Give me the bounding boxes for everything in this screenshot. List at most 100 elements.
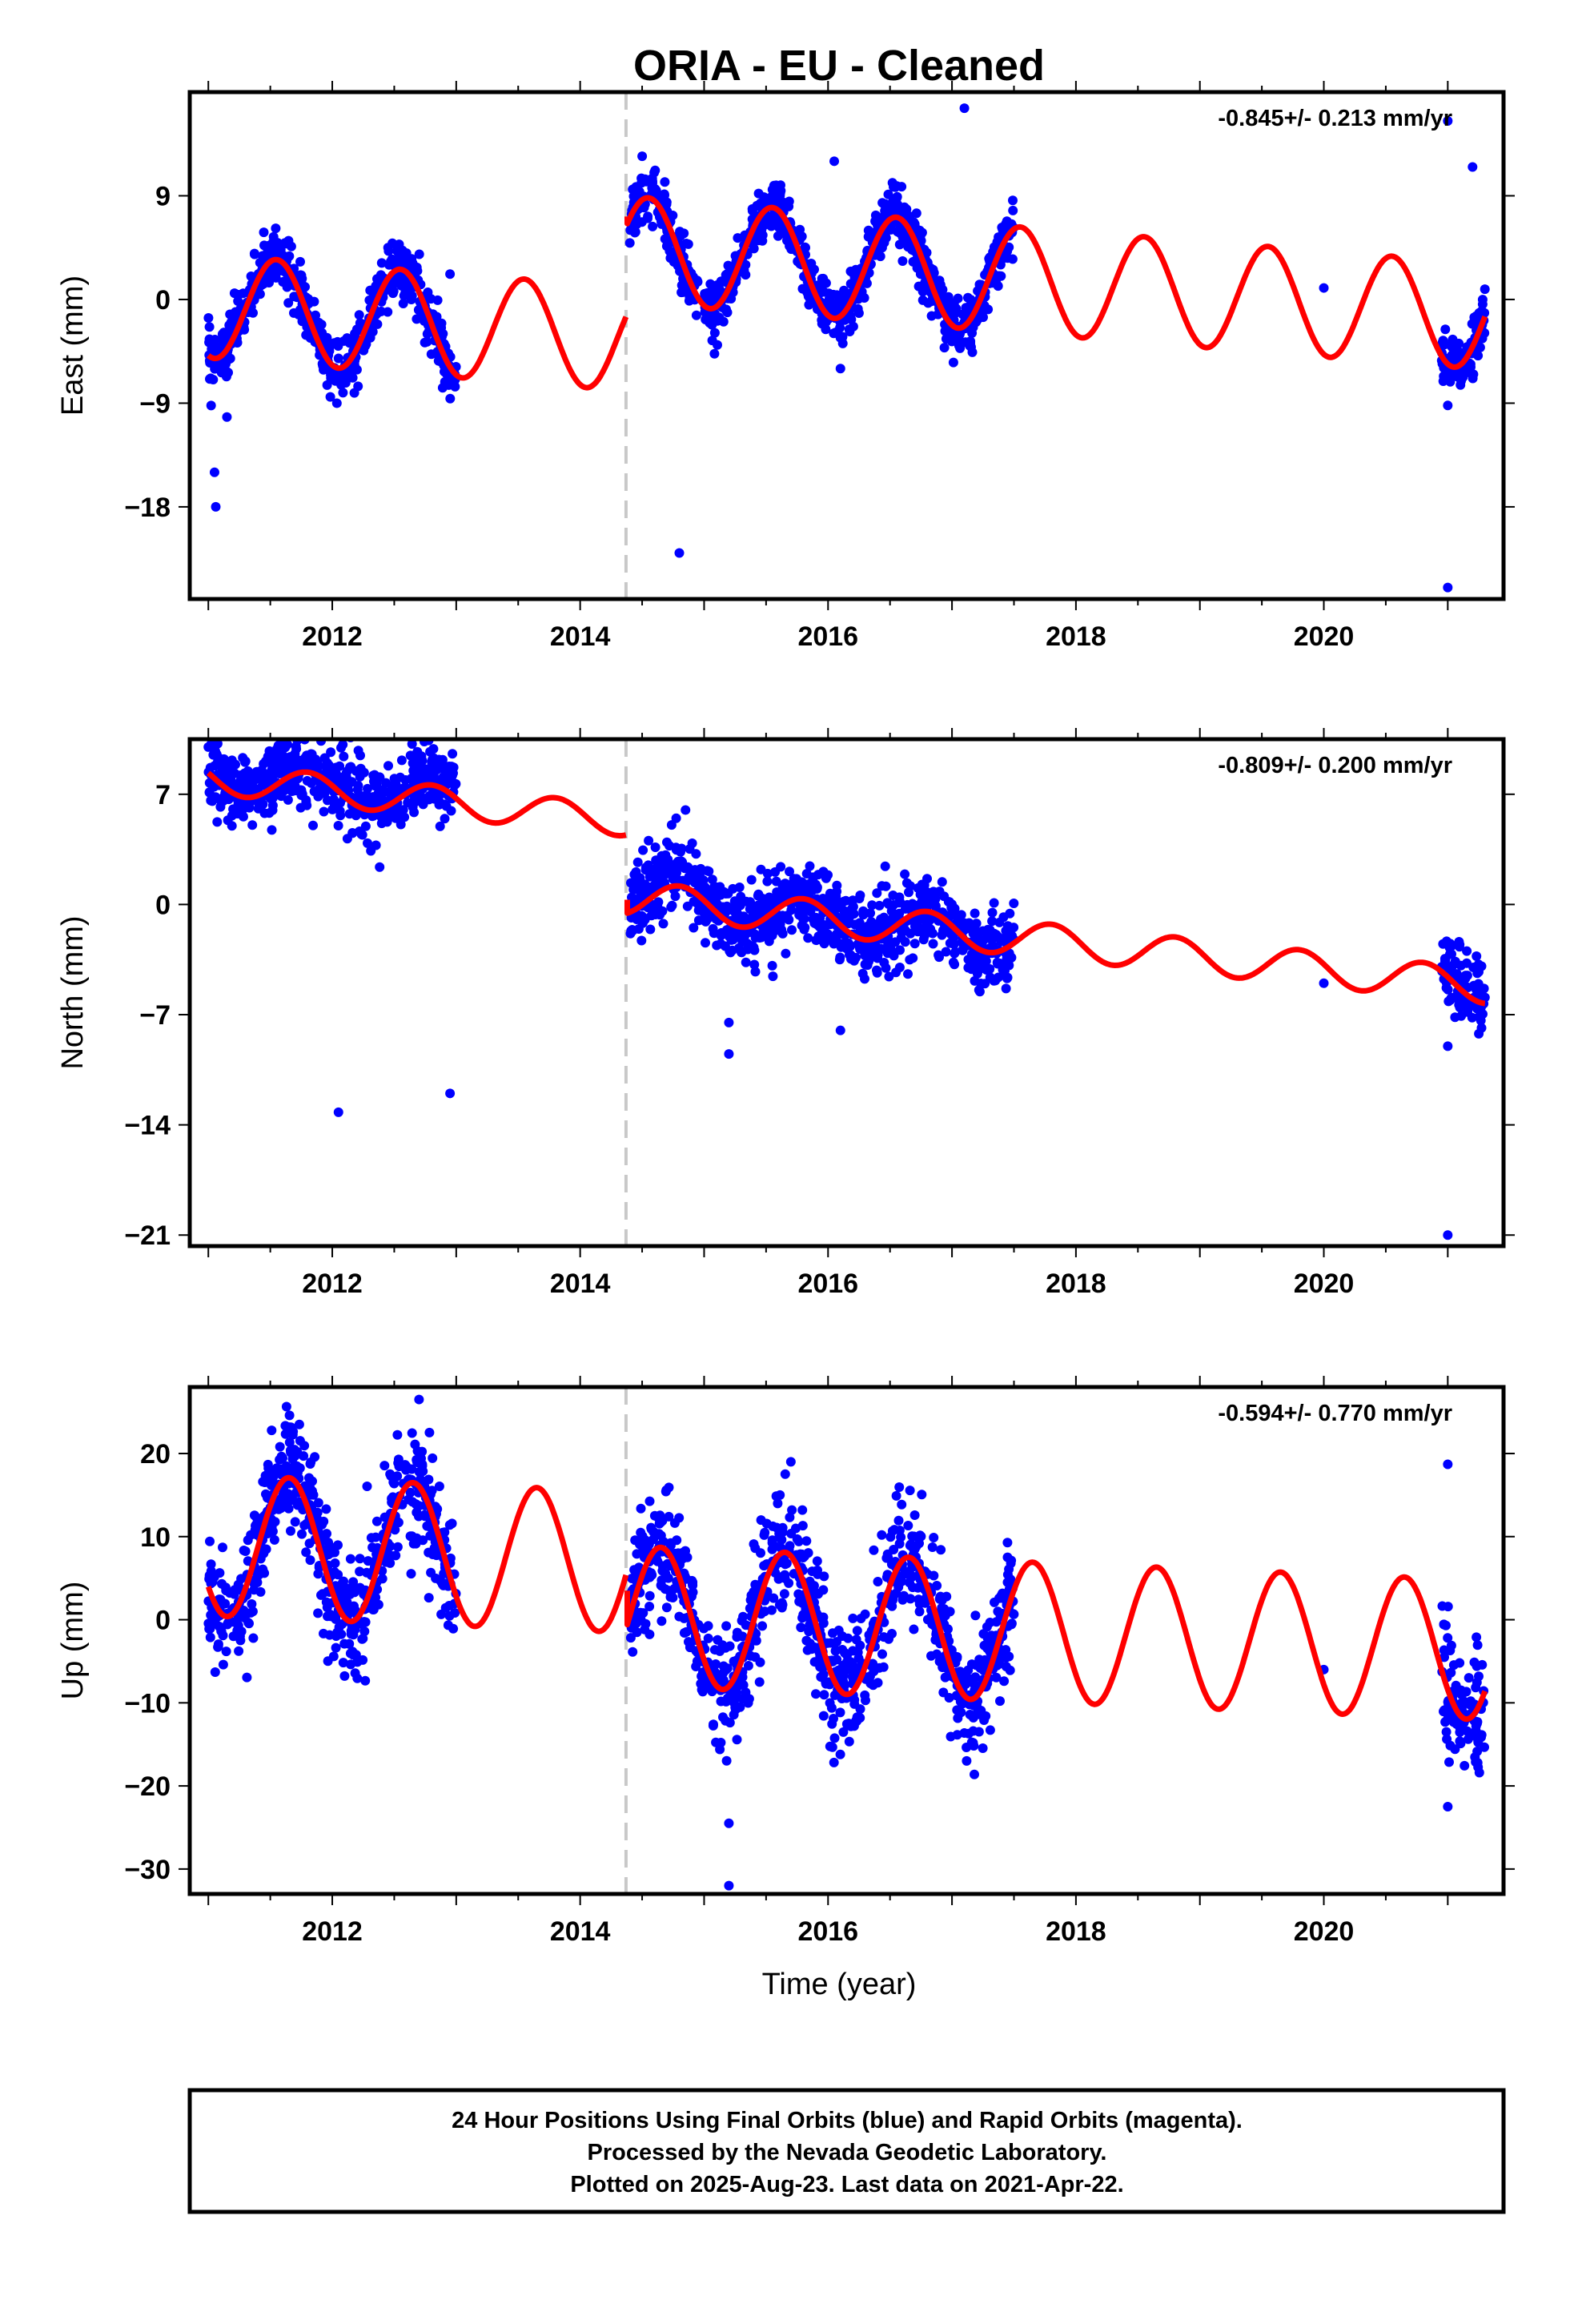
data-point — [1478, 1009, 1488, 1019]
data-point — [894, 239, 905, 250]
data-point — [396, 819, 406, 830]
outlier-point — [835, 364, 845, 374]
data-point — [445, 393, 456, 404]
data-point — [216, 1626, 227, 1637]
data-point — [671, 845, 681, 855]
data-point — [838, 896, 849, 907]
data-point — [745, 1603, 755, 1614]
x-tick-label: 2020 — [1294, 1916, 1355, 1947]
data-point — [677, 280, 687, 291]
data-point — [939, 343, 950, 353]
data-point — [409, 807, 420, 818]
x-tick-label: 2014 — [550, 621, 611, 652]
data-point — [938, 925, 948, 935]
data-point — [302, 776, 312, 786]
data-point — [632, 1627, 642, 1638]
data-point — [219, 754, 229, 764]
data-point — [966, 1699, 976, 1710]
data-point — [1472, 1632, 1482, 1642]
data-point — [874, 900, 885, 911]
model-fit-line — [624, 883, 1487, 1007]
data-point — [408, 1538, 419, 1549]
data-point — [637, 1531, 648, 1542]
data-point — [990, 1597, 999, 1607]
data-points — [203, 103, 1490, 593]
data-point — [854, 894, 865, 903]
data-point — [283, 298, 294, 308]
data-point — [707, 875, 717, 885]
data-point — [857, 968, 868, 979]
data-point — [927, 928, 938, 939]
x-tick-label: 2014 — [550, 1269, 611, 1299]
data-point — [652, 902, 663, 912]
data-point — [368, 1605, 378, 1614]
data-point — [899, 1592, 909, 1602]
data-point — [447, 1518, 457, 1529]
data-point — [235, 1631, 245, 1642]
data-point — [240, 1546, 251, 1556]
data-point — [974, 985, 984, 995]
data-point — [879, 238, 889, 247]
data-point — [1443, 1602, 1453, 1612]
data-point — [1462, 946, 1472, 956]
data-point — [818, 1711, 829, 1721]
data-point — [848, 1613, 858, 1623]
data-point — [243, 766, 253, 776]
data-point — [296, 270, 307, 280]
data-point — [677, 857, 688, 867]
data-point — [1471, 316, 1480, 326]
data-point — [1456, 1690, 1467, 1700]
data-point — [970, 1610, 981, 1621]
data-point — [392, 804, 403, 814]
data-point — [903, 1521, 913, 1530]
data-point — [774, 1532, 785, 1542]
data-point — [284, 1410, 295, 1421]
data-point — [218, 335, 228, 345]
data-point — [216, 1596, 227, 1606]
data-point — [1471, 1683, 1481, 1693]
data-point — [662, 837, 672, 847]
data-point — [273, 741, 283, 750]
data-point — [284, 1437, 295, 1448]
data-point — [1441, 1727, 1452, 1737]
data-point — [724, 924, 734, 935]
data-point — [248, 1633, 259, 1643]
data-point — [438, 328, 448, 339]
data-point — [314, 317, 324, 328]
y-tick-label: −10 — [124, 1688, 171, 1719]
data-point — [691, 849, 701, 859]
data-point — [427, 1486, 437, 1496]
data-point — [335, 810, 346, 821]
data-point — [948, 933, 958, 943]
data-point — [1008, 1609, 1018, 1619]
outlier-point — [414, 1394, 424, 1405]
data-point — [851, 1634, 861, 1645]
data-point — [318, 360, 328, 371]
data-point — [971, 919, 982, 929]
data-point — [648, 221, 658, 231]
data-point — [1474, 1671, 1484, 1682]
data-point — [670, 891, 681, 902]
data-point — [1009, 899, 1019, 908]
data-point — [204, 1624, 215, 1634]
data-point — [403, 798, 413, 808]
data-point — [873, 1577, 883, 1586]
data-point — [337, 1590, 347, 1601]
data-point — [773, 231, 783, 241]
data-point — [813, 1569, 823, 1579]
data-point — [206, 1578, 216, 1589]
data-point — [830, 328, 841, 338]
data-point — [412, 1445, 423, 1456]
data-point — [311, 310, 320, 320]
data-point — [627, 1574, 637, 1583]
data-point — [636, 1503, 646, 1514]
data-point — [650, 842, 661, 852]
data-point — [251, 1519, 262, 1530]
data-point — [689, 878, 700, 888]
outlier-point — [1443, 1041, 1453, 1051]
data-point — [885, 943, 896, 954]
data-point — [207, 1617, 217, 1626]
data-point — [392, 1471, 403, 1482]
data-point — [333, 353, 343, 364]
